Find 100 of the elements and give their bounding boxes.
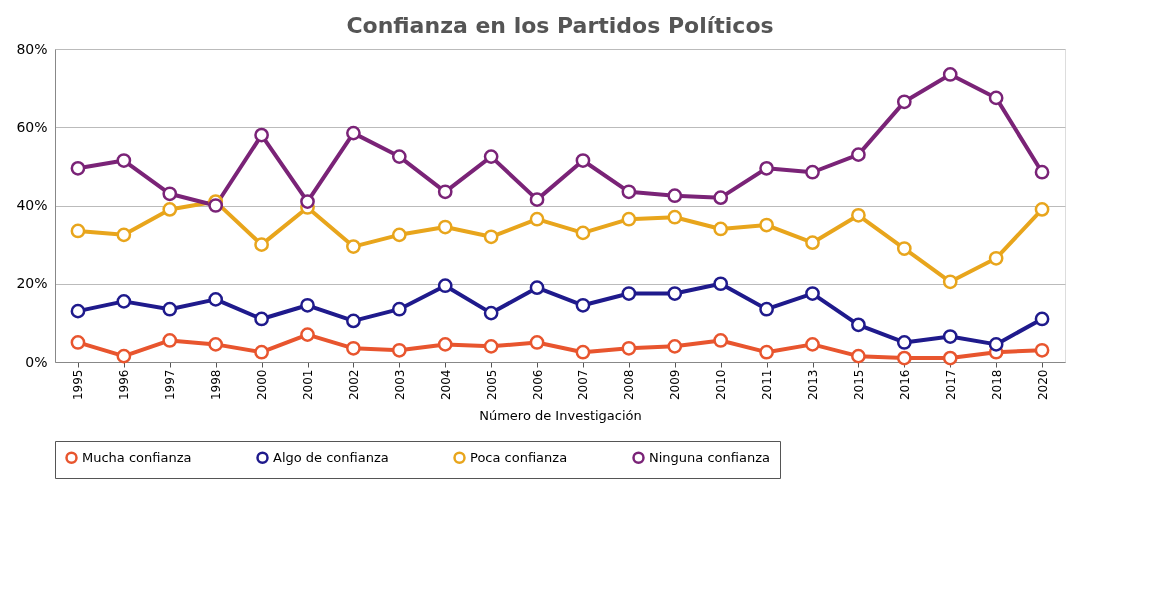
point bbox=[483, 338, 499, 354]
y-tick-label: 60% bbox=[16, 118, 48, 135]
point bbox=[391, 149, 407, 164]
point bbox=[851, 348, 866, 364]
point bbox=[254, 127, 269, 143]
point bbox=[575, 225, 591, 241]
point bbox=[988, 90, 1004, 106]
point bbox=[667, 209, 683, 225]
point bbox=[1034, 342, 1050, 358]
x-tick-label: 2011 bbox=[760, 369, 775, 401]
point bbox=[483, 149, 499, 164]
point bbox=[529, 335, 545, 350]
point bbox=[667, 338, 683, 354]
x-tick-label: 2008 bbox=[622, 369, 637, 401]
chart-title: Confianza en los Partidos Políticos bbox=[346, 13, 774, 38]
point bbox=[254, 344, 269, 360]
point bbox=[759, 217, 774, 233]
point bbox=[254, 237, 269, 252]
point bbox=[300, 297, 315, 313]
point bbox=[621, 211, 637, 227]
x-tick-label: 1998 bbox=[209, 369, 224, 401]
point bbox=[942, 67, 958, 82]
point bbox=[162, 333, 178, 348]
y-tick-label: 20% bbox=[16, 275, 48, 292]
point bbox=[70, 303, 86, 319]
point bbox=[988, 337, 1004, 352]
legend-label: Mucha confianza bbox=[82, 449, 192, 465]
point bbox=[437, 219, 453, 235]
point bbox=[437, 278, 453, 294]
point bbox=[851, 147, 866, 162]
point bbox=[942, 350, 958, 366]
point bbox=[483, 305, 499, 321]
point bbox=[116, 153, 132, 168]
point bbox=[759, 301, 774, 317]
point bbox=[346, 239, 361, 254]
legend-label: Poca confianza bbox=[470, 449, 568, 465]
point bbox=[162, 186, 178, 202]
point bbox=[713, 276, 729, 292]
x-tick-label: 2003 bbox=[392, 369, 407, 401]
point bbox=[70, 223, 86, 239]
point bbox=[575, 344, 591, 360]
point bbox=[162, 301, 178, 317]
point bbox=[1034, 164, 1050, 180]
point bbox=[437, 337, 453, 352]
point bbox=[529, 280, 545, 296]
x-axis-title: Número de Investigación bbox=[479, 408, 642, 424]
point bbox=[759, 160, 774, 176]
x-tick-label: 2018 bbox=[989, 369, 1004, 401]
point bbox=[851, 317, 866, 333]
point bbox=[391, 301, 407, 317]
point bbox=[529, 192, 545, 207]
point bbox=[300, 194, 315, 209]
legend-label: Ninguna confianza bbox=[649, 449, 770, 465]
point bbox=[1034, 311, 1050, 327]
x-tick-label: 2010 bbox=[714, 369, 729, 401]
y-tick-label: 40% bbox=[16, 197, 48, 213]
point bbox=[1034, 202, 1050, 217]
x-tick-label: 2020 bbox=[1035, 369, 1050, 401]
x-tick-label: 2002 bbox=[346, 369, 361, 401]
point bbox=[896, 241, 912, 256]
point bbox=[254, 311, 269, 327]
point bbox=[346, 125, 361, 141]
point bbox=[896, 335, 912, 350]
point bbox=[208, 337, 224, 352]
point bbox=[621, 286, 637, 301]
point bbox=[988, 250, 1004, 266]
point bbox=[805, 337, 820, 352]
point bbox=[621, 184, 637, 200]
point bbox=[162, 202, 178, 217]
y-tick-label: 0% bbox=[25, 353, 48, 370]
point bbox=[70, 160, 86, 176]
point bbox=[391, 227, 407, 243]
x-tick-label: 2017 bbox=[943, 369, 958, 401]
point bbox=[575, 297, 591, 313]
point bbox=[805, 286, 820, 301]
point bbox=[759, 344, 774, 360]
point bbox=[391, 342, 407, 358]
y-tick-label: 80% bbox=[16, 40, 48, 57]
point bbox=[896, 350, 912, 366]
point bbox=[713, 333, 729, 348]
point bbox=[667, 188, 683, 204]
point bbox=[575, 153, 591, 168]
point bbox=[208, 198, 224, 213]
point bbox=[896, 94, 912, 110]
x-tick-label: 2001 bbox=[301, 369, 315, 401]
point bbox=[621, 340, 637, 356]
legend-label: Algo de confianza bbox=[273, 449, 389, 465]
x-tick-label: 2015 bbox=[851, 369, 866, 401]
point bbox=[346, 340, 361, 356]
x-tick-label: 2006 bbox=[530, 369, 545, 401]
point bbox=[942, 329, 958, 344]
point bbox=[667, 286, 683, 301]
point bbox=[942, 274, 958, 290]
point bbox=[713, 190, 729, 206]
point bbox=[437, 184, 453, 200]
x-tick-label: 2007 bbox=[576, 369, 591, 401]
point bbox=[529, 211, 545, 227]
x-tick-label: 2009 bbox=[668, 369, 683, 401]
x-tick-label: 2005 bbox=[484, 369, 499, 401]
point bbox=[300, 327, 315, 342]
